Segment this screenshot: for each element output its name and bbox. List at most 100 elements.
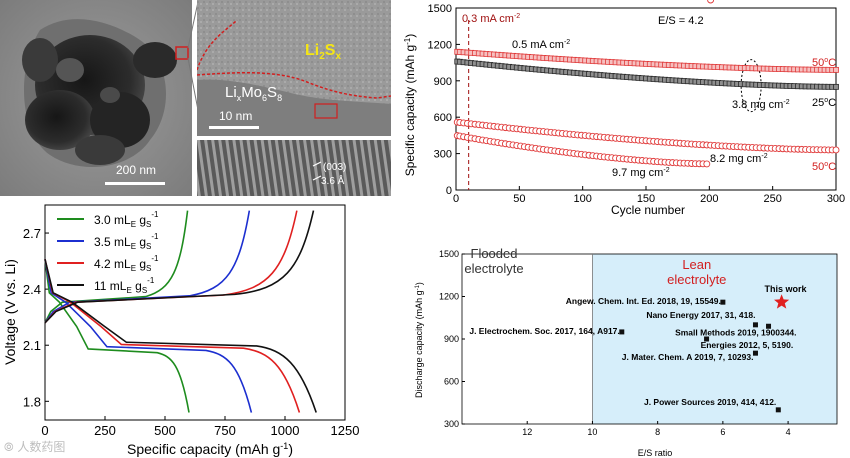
comparison-x-tick-label: 4 <box>786 427 791 437</box>
cycling-label-97: 9.7 mg cm-2 <box>612 167 670 179</box>
comparison-y-tick-label: 1200 <box>439 292 459 302</box>
comparison-x-tick-label: 12 <box>522 427 532 437</box>
hrtem-svg <box>197 0 391 136</box>
comparison-point-label: Nano Energy 2017, 31, 418. <box>646 310 755 320</box>
cycling-temp-25: 25oC <box>812 97 836 109</box>
tem-main-svg <box>0 0 192 196</box>
voltage-charge-curve <box>44 210 315 324</box>
label-limo6s8: LixMo6S8 <box>225 84 283 103</box>
hrtem-scale-label: 10 nm <box>219 109 253 123</box>
cycling-data-point <box>833 66 839 73</box>
comparison-point-label: Small Methods 2019, 1900344. <box>675 327 796 337</box>
cycling-x-tick-label: 50 <box>513 193 525 205</box>
comparison-data-point <box>619 329 625 335</box>
voltage-legend-label: 3.0 mLE gS-1 <box>94 210 159 229</box>
voltage-y-tick-label: 2.4 <box>23 282 41 297</box>
comparison-data-point <box>752 322 758 328</box>
voltage-chart: 0 250 500 750 1000 1250 1.8 2.1 2.4 2.7 3.0 mLE g… <box>2 204 360 457</box>
lattice-plane-label: (003) <box>323 162 347 173</box>
voltage-y-tick-label: 1.8 <box>23 394 41 409</box>
voltage-legend-label: 11 mLE gS-1 <box>94 276 155 295</box>
voltage-discharge-curve <box>44 259 317 413</box>
hrtem-boundary-upper <box>197 71 391 99</box>
tem-scale-label: 200 nm <box>116 163 157 177</box>
cycling-x-tick-label: 200 <box>700 193 718 205</box>
watermark: ⦾ 人数药图 <box>4 440 66 454</box>
voltage-xlabel: Specific capacity (mAh g-1) <box>127 441 293 457</box>
hrtem-image: Li2Sx LixMo6S8 10 nm <box>197 0 391 136</box>
flooded-label: Flooded electrolyte <box>464 246 523 276</box>
this-work-label: This work <box>765 284 808 294</box>
comparison-data-point <box>766 323 772 329</box>
comparison-xlabel: E/S ratio <box>638 448 673 458</box>
comparison-x-tick-label: 8 <box>655 427 660 437</box>
comparison-data-point <box>752 350 758 356</box>
comparison-point-label: J. Power Sources 2019, 414, 412. <box>644 397 776 407</box>
comparison-y-tick-label: 300 <box>444 419 459 429</box>
voltage-charge-curve <box>44 210 189 324</box>
hrtem-zoom-box <box>314 103 338 119</box>
cycling-data-point <box>703 160 711 168</box>
lattice-spacing-label: 3.6 Å <box>321 176 345 187</box>
cycling-label-82: 8.2 mg cm-2 <box>710 153 768 165</box>
zoom-connector <box>187 1 199 111</box>
comparison-point-label: J. Electrochem. Soc. 2017, 164, A917. <box>469 326 619 336</box>
cycling-ylabel: Specific capacity (mAh g-1) <box>403 34 417 177</box>
cycling-xlabel: Cycle number <box>611 203 685 217</box>
cycling-es-label: E/S = 4.2 <box>658 15 704 27</box>
cycling-y-tick-label: 1500 <box>428 3 452 15</box>
lattice-svg <box>197 140 391 196</box>
cycling-y-tick-label: 300 <box>434 149 452 161</box>
voltage-discharge-curve <box>44 259 190 413</box>
cycling-chart: 0 50 100 150 200 250 300 0 300 600 900 1200 1500 0.3… <box>403 0 845 217</box>
hrtem-scale-bar <box>209 126 259 129</box>
comparison-y-tick-label: 1500 <box>439 249 459 259</box>
tem-zoom-box <box>175 46 189 60</box>
comparison-ylabel: Discharge capacity (mAh g-1) <box>414 282 424 398</box>
voltage-x-tick-label: 1250 <box>331 423 360 438</box>
voltage-discharge-curve <box>44 259 253 413</box>
voltage-x-tick-label: 1000 <box>271 423 300 438</box>
voltage-axes-frame <box>44 204 346 421</box>
cycling-x-tick-label: 300 <box>827 193 845 205</box>
comparison-data-point <box>720 299 726 305</box>
cycling-x-tick-label: 250 <box>763 193 781 205</box>
cycling-x-tick-label: 0 <box>453 193 459 205</box>
cycling-y-tick-label: 900 <box>434 76 452 88</box>
voltage-x-tick-label: 250 <box>94 423 116 438</box>
voltage-x-tick-label: 0 <box>41 423 48 438</box>
comparison-x-tick-label: 10 <box>587 427 597 437</box>
comparison-y-tick-label: 600 <box>444 377 459 387</box>
cycling-x-tick-label: 150 <box>637 193 655 205</box>
cycling-temp-50-bottom: 50oC <box>812 161 836 173</box>
cycling-rate-main-label: 0.5 mA cm-2 <box>512 39 570 51</box>
cycling-temp-50-top: 50oC <box>812 57 836 69</box>
cycling-data-point <box>833 83 839 90</box>
voltage-charge-curve <box>44 210 298 324</box>
voltage-y-tick-label: 2.7 <box>23 226 41 241</box>
cycling-y-tick-label: 600 <box>434 112 452 124</box>
cycling-data-point <box>707 0 715 4</box>
comparison-point-label: Energies 2012, 5, 5190. <box>701 340 794 350</box>
cycling-rate-first-label: 0.3 mA cm-2 <box>462 13 520 25</box>
comparison-x-tick-label: 6 <box>720 427 725 437</box>
voltage-y-tick-label: 2.1 <box>23 338 41 353</box>
cycling-y-tick-label: 0 <box>446 185 452 197</box>
this-work-star <box>774 294 790 309</box>
comparison-data-point <box>775 407 781 413</box>
lean-electrolyte-region <box>592 254 837 424</box>
hrtem-boundary-left <box>197 19 238 71</box>
tem-main-image: 200 nm <box>0 0 192 196</box>
voltage-discharge-curve <box>44 259 301 413</box>
lattice-image: (003) 3.6 Å <box>197 140 391 196</box>
voltage-legend-label: 4.2 mLE gS-1 <box>94 254 159 273</box>
cycling-y-tick-label: 1200 <box>428 39 452 51</box>
tem-scale-bar <box>105 182 165 185</box>
comparison-point-label: J. Mater. Chem. A 2019, 7, 10293. <box>622 352 754 362</box>
cycling-data-point <box>832 146 840 154</box>
lean-label-line1: Lean <box>682 257 711 272</box>
voltage-ylabel: Voltage (V vs. Li) <box>2 259 18 365</box>
lean-label-line2: electrolyte <box>667 272 726 287</box>
comparison-chart: 12 10 8 6 430060090012001500Leanelectrolyte … <box>414 246 838 458</box>
voltage-x-tick-label: 500 <box>154 423 176 438</box>
